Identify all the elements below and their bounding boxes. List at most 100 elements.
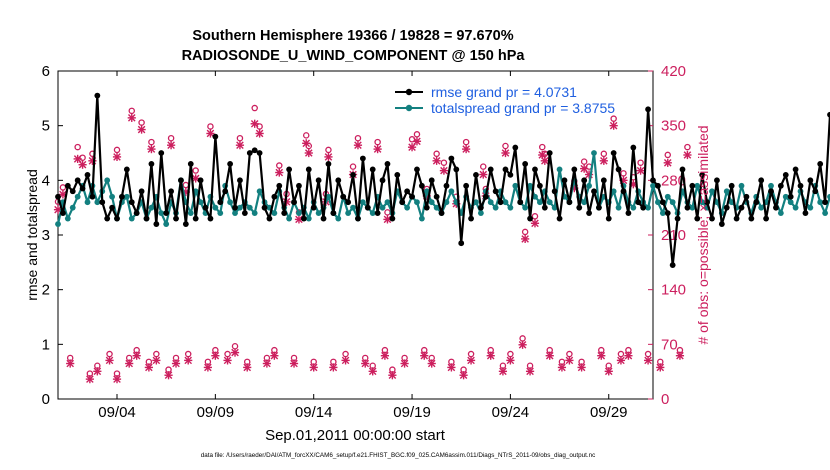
rmse-point (428, 177, 435, 184)
totalspread-point (473, 199, 479, 206)
rmse-point (571, 166, 578, 173)
rmse-point (792, 166, 799, 173)
obs-possible-marker (480, 163, 487, 170)
totalspread-point (163, 221, 170, 227)
totalspread-point (586, 182, 592, 189)
rmse-point (123, 166, 130, 173)
totalspread-point (768, 182, 774, 189)
right-y-tick-label: 420 (661, 63, 686, 80)
rmse-point (237, 177, 243, 184)
obs-count-markers (53, 104, 692, 384)
right-axis-label: # of obs: o=possible; ×=assimilated (695, 125, 711, 344)
rmse-point (709, 215, 715, 222)
obs-possible-marker (440, 159, 448, 166)
totalspread-point (630, 204, 637, 211)
rmse-point (340, 193, 347, 200)
obs-possible-marker (256, 123, 263, 130)
rmse-point (650, 177, 656, 184)
totalspread-point (359, 199, 366, 206)
totalspread-point (659, 210, 666, 217)
totalspread-point (512, 182, 519, 189)
rmse-point (197, 177, 204, 184)
totalspread-point (256, 188, 263, 195)
totalspread-point (104, 177, 111, 184)
rmse-point (109, 204, 115, 211)
obs-possible-marker (113, 146, 121, 154)
totalspread-point (827, 193, 830, 200)
left-y-tick-label: 2 (42, 282, 50, 299)
rmse-point (423, 204, 430, 211)
rmse-point (128, 199, 135, 206)
rmse-point (738, 204, 745, 211)
rmse-point (625, 210, 632, 217)
rmse-point (389, 215, 396, 222)
right-y-tick-label: 350 (661, 118, 686, 135)
totalspread-point (532, 193, 538, 200)
rmse-point (817, 161, 824, 167)
obs-possible-marker (462, 138, 470, 146)
rmse-point (202, 204, 209, 211)
totalspread-point (546, 199, 553, 206)
legend-rmse-label: rmse grand pr = 4.0731 (431, 84, 577, 100)
obs-possible-marker (128, 107, 136, 115)
rmse-point (291, 199, 297, 206)
plot-area (57, 70, 654, 400)
totalspread-point (369, 210, 376, 217)
rmse-point (374, 210, 381, 217)
rmse-point (345, 199, 352, 206)
obs-possible-marker (148, 138, 155, 146)
rmse-point (492, 188, 499, 195)
rmse-point (674, 215, 681, 222)
rmse-point (99, 199, 106, 206)
chart-title-line2: RADIOSONDE_U_WIND_COMPONENT @ 150 hPa (182, 48, 526, 64)
x-tick-label: 09/19 (393, 404, 431, 421)
rmse-point (119, 193, 125, 200)
rmse-point (286, 166, 293, 173)
obs-possible-marker (74, 143, 81, 151)
rmse-point (630, 144, 637, 151)
rmse-point (261, 204, 268, 211)
obs-possible-marker (305, 142, 313, 150)
totalspread-point (69, 204, 76, 211)
x-axis: 09/04 09/09 09/14 09/19 09/24 09/29 (98, 71, 628, 421)
rmse-point (468, 215, 474, 222)
totalspread-point (591, 150, 597, 156)
rmse-point (394, 171, 401, 178)
totalspread-point (227, 199, 234, 206)
obs-possible-marker (610, 115, 617, 122)
rmse-point (281, 210, 288, 217)
totalspread-point (212, 204, 219, 211)
left-y-tick-label: 5 (42, 118, 50, 135)
legend: rmse grand pr = 4.0731 totalspread grand… (395, 84, 615, 116)
totalspread-point (664, 193, 671, 200)
totalspread-point (650, 182, 656, 189)
rmse-point (320, 215, 327, 222)
rmse-point (477, 204, 484, 211)
totalspread-point (507, 204, 514, 211)
rmse-point (458, 240, 465, 247)
rmse-point (114, 215, 120, 222)
totalspread-point (187, 210, 194, 217)
totalspread-point (55, 221, 61, 227)
legend-spread-marker (405, 104, 413, 112)
rmse-point (532, 166, 538, 173)
rmse-point (684, 204, 691, 211)
left-y-axis: 0 1 2 3 4 5 6 (42, 63, 63, 408)
totalspread-point (669, 199, 676, 206)
rmse-point (173, 215, 179, 222)
rmse-point (104, 215, 111, 222)
rmse-point (777, 182, 784, 189)
rmse-point (527, 215, 533, 222)
left-y-tick-label: 1 (42, 336, 50, 353)
rmse-point (143, 215, 150, 222)
rmse-point (748, 215, 755, 222)
rmse-point (615, 166, 622, 173)
rmse-point (655, 182, 661, 189)
left-y-tick-label: 0 (42, 391, 50, 408)
totalspread-point (335, 215, 342, 222)
rmse-point (679, 166, 686, 173)
right-y-tick-label: 140 (661, 282, 686, 299)
rmse-point (399, 199, 406, 206)
rmse-point (227, 161, 234, 167)
rmse-point (507, 171, 514, 178)
